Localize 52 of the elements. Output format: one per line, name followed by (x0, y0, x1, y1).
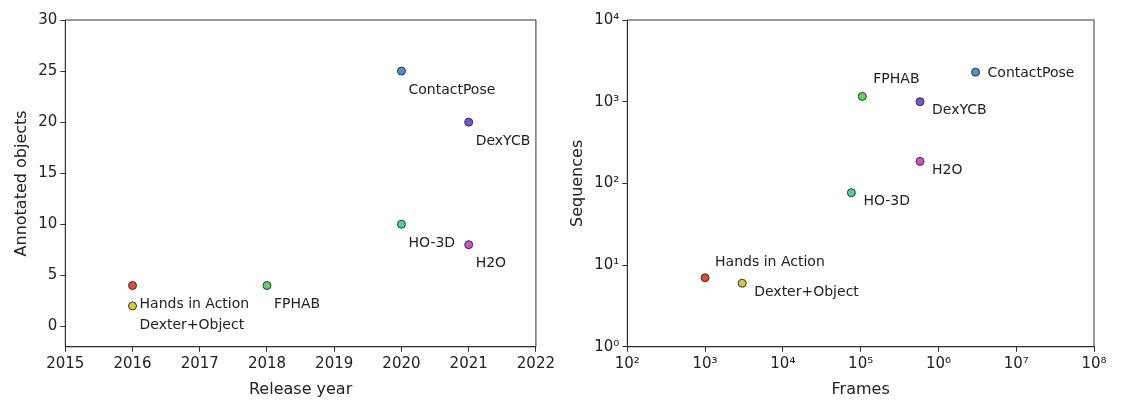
series-label: ContactPose (408, 80, 496, 97)
x-tick-label: 2018 (247, 353, 287, 372)
y-tick-label: 0 (47, 316, 58, 335)
y-tick-label: 15 (38, 163, 58, 182)
y-tick-label: 10¹ (594, 254, 620, 273)
y-tick-label: 25 (38, 60, 58, 79)
y-tick-label: 20 (38, 112, 58, 131)
point (464, 240, 474, 250)
x-tick-label: 10⁵ (848, 353, 874, 372)
series-label: Hands in Action (715, 253, 825, 270)
point (464, 117, 474, 127)
y-tick-label: 5 (47, 265, 58, 284)
series-label: FPHAB (873, 70, 920, 87)
x-axis-title: Frames (831, 378, 890, 398)
point (128, 281, 138, 291)
series-label: Hands in Action (139, 295, 250, 312)
x-tick-label: 2022 (516, 353, 556, 372)
y-tick-label: 10⁰ (594, 336, 620, 355)
x-tick-label: 2015 (46, 353, 85, 372)
series-label: ContactPose (987, 63, 1075, 80)
x-tick-label: 10² (614, 353, 640, 372)
x-tick-label: 10⁶ (925, 353, 951, 372)
point (396, 219, 406, 229)
point (262, 281, 272, 291)
x-axis-title: Release year (248, 378, 353, 398)
series-label: DexYCB (475, 131, 531, 148)
x-tick-label: 10³ (692, 353, 718, 372)
y-tick-label: 10² (594, 173, 620, 192)
series-label: H2O (475, 254, 507, 271)
y-tick-label: 30 (38, 9, 58, 28)
series-label: HO-3D (863, 192, 911, 209)
y-axis-title: Annotated objects (10, 110, 30, 257)
y-tick-label: 10⁴ (594, 9, 620, 28)
y-tick-label: 10³ (594, 91, 620, 110)
y-axis-title: Sequences (566, 139, 586, 228)
point (396, 66, 406, 76)
x-tick-label: 2017 (180, 353, 219, 372)
series-label: Dexter+Object (139, 315, 245, 332)
series-label: HO-3D (408, 233, 456, 250)
x-tick-label: 2019 (315, 353, 354, 372)
series-label: H2O (932, 161, 963, 178)
point (128, 301, 138, 311)
series-label: DexYCB (932, 101, 987, 118)
series-label: Dexter+Object (754, 282, 860, 299)
series-label: FPHAB (273, 295, 321, 312)
x-tick-label: 2016 (113, 353, 152, 372)
x-tick-label: 2021 (449, 353, 488, 372)
y-tick-label: 10 (38, 214, 58, 233)
x-tick-label: 10⁴ (770, 353, 796, 372)
x-tick-label: 10⁸ (1081, 353, 1107, 372)
x-tick-label: 10⁷ (1003, 353, 1029, 372)
x-tick-label: 2020 (382, 353, 421, 372)
